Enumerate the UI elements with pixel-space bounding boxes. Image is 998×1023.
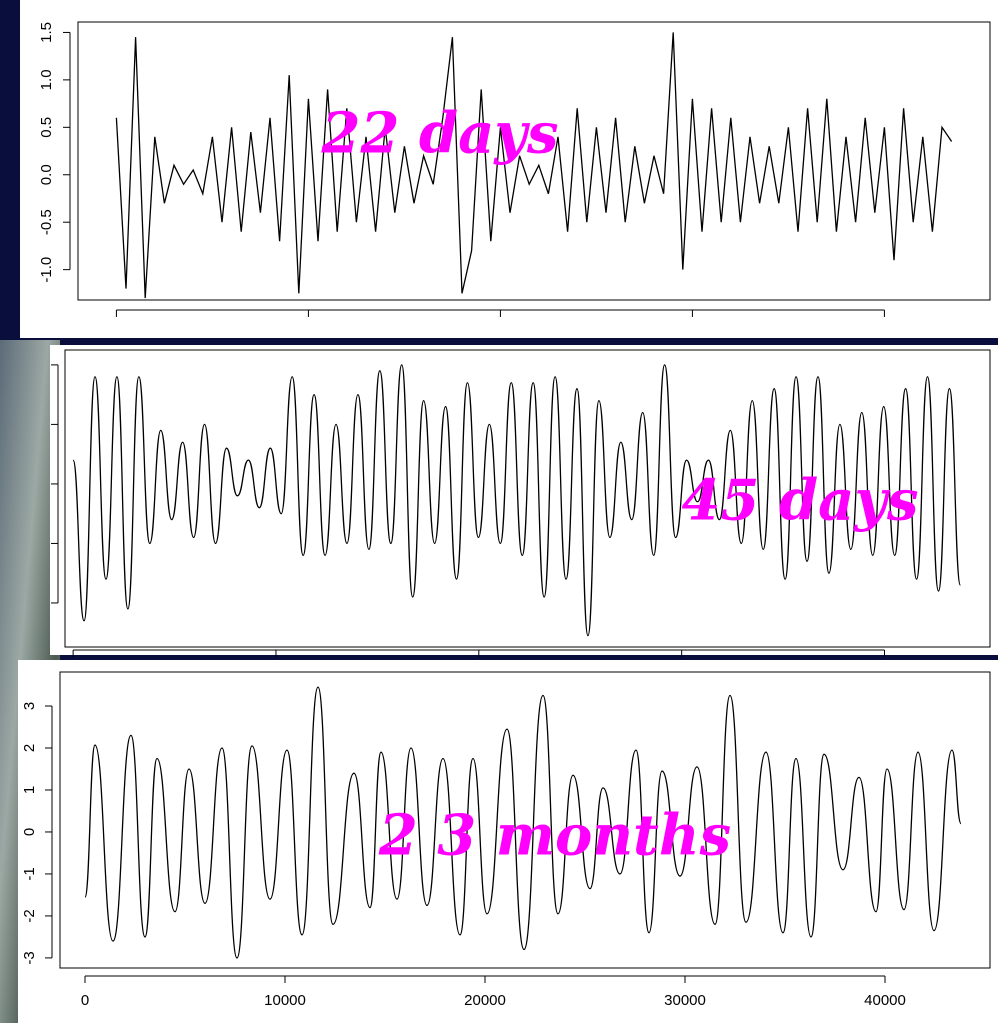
y-tick-label: 3 — [21, 702, 38, 710]
y-tick-label: -0.5 — [38, 209, 55, 235]
y-tick-label: -1 — [21, 867, 38, 880]
y-tick-label: 0.0 — [38, 164, 55, 185]
chart-collage: -1.0 -0.5 0.0 0.5 1.0 1.5 22 days 45 days -3 -2 -1… — [0, 0, 998, 1023]
y-tick-label: -3 — [21, 951, 38, 964]
annotation: 45 days — [682, 468, 919, 534]
x-tick-label: 0 — [81, 992, 89, 1009]
annotation: 2 3 months — [378, 803, 731, 869]
y-tick-label: 2 — [21, 744, 38, 752]
annotation: 22 days — [321, 101, 559, 167]
page: -1.0 -0.5 0.0 0.5 1.0 1.5 22 days 45 days -3 -2 -1… — [0, 0, 998, 1023]
y-tick-label: -1.0 — [38, 257, 55, 283]
x-tick-label: 30000 — [664, 992, 706, 1009]
y-tick-label: 1 — [21, 786, 38, 794]
y-tick-label: 0 — [21, 828, 38, 836]
y-tick-label: 1.0 — [38, 69, 55, 90]
x-tick-label: 20000 — [464, 992, 506, 1009]
y-tick-label: -2 — [21, 909, 38, 922]
y-tick-label: 0.5 — [38, 117, 55, 138]
panel-background — [20, 0, 998, 338]
y-tick-label: 1.5 — [38, 22, 55, 43]
x-tick-label: 10000 — [264, 992, 306, 1009]
x-tick-label: 40000 — [864, 992, 906, 1009]
